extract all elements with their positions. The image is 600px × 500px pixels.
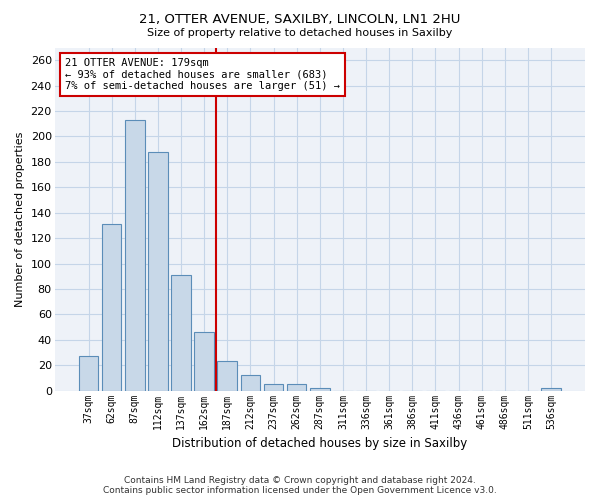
Bar (241, 376, 260, 390)
Text: 21 OTTER AVENUE: 179sqm
← 93% of detached houses are smaller (683)
7% of semi-de: 21 OTTER AVENUE: 179sqm ← 93% of detache… (65, 58, 340, 91)
Y-axis label: Number of detached properties: Number of detached properties (15, 132, 25, 307)
Text: 21, OTTER AVENUE, SAXILBY, LINCOLN, LN1 2HU: 21, OTTER AVENUE, SAXILBY, LINCOLN, LN1 … (139, 12, 461, 26)
Bar (148, 152, 168, 390)
Bar (217, 362, 237, 390)
X-axis label: Distribution of detached houses by size in Saxilby: Distribution of detached houses by size … (172, 437, 467, 450)
Bar (310, 388, 329, 390)
Bar (79, 356, 98, 390)
Bar (102, 224, 121, 390)
Bar (287, 384, 307, 390)
Bar (194, 332, 214, 390)
Bar (541, 388, 561, 390)
Text: Contains HM Land Registry data © Crown copyright and database right 2024.
Contai: Contains HM Land Registry data © Crown c… (103, 476, 497, 495)
Bar (125, 120, 145, 390)
Bar (264, 384, 283, 390)
Text: Size of property relative to detached houses in Saxilby: Size of property relative to detached ho… (148, 28, 452, 38)
Bar (171, 275, 191, 390)
